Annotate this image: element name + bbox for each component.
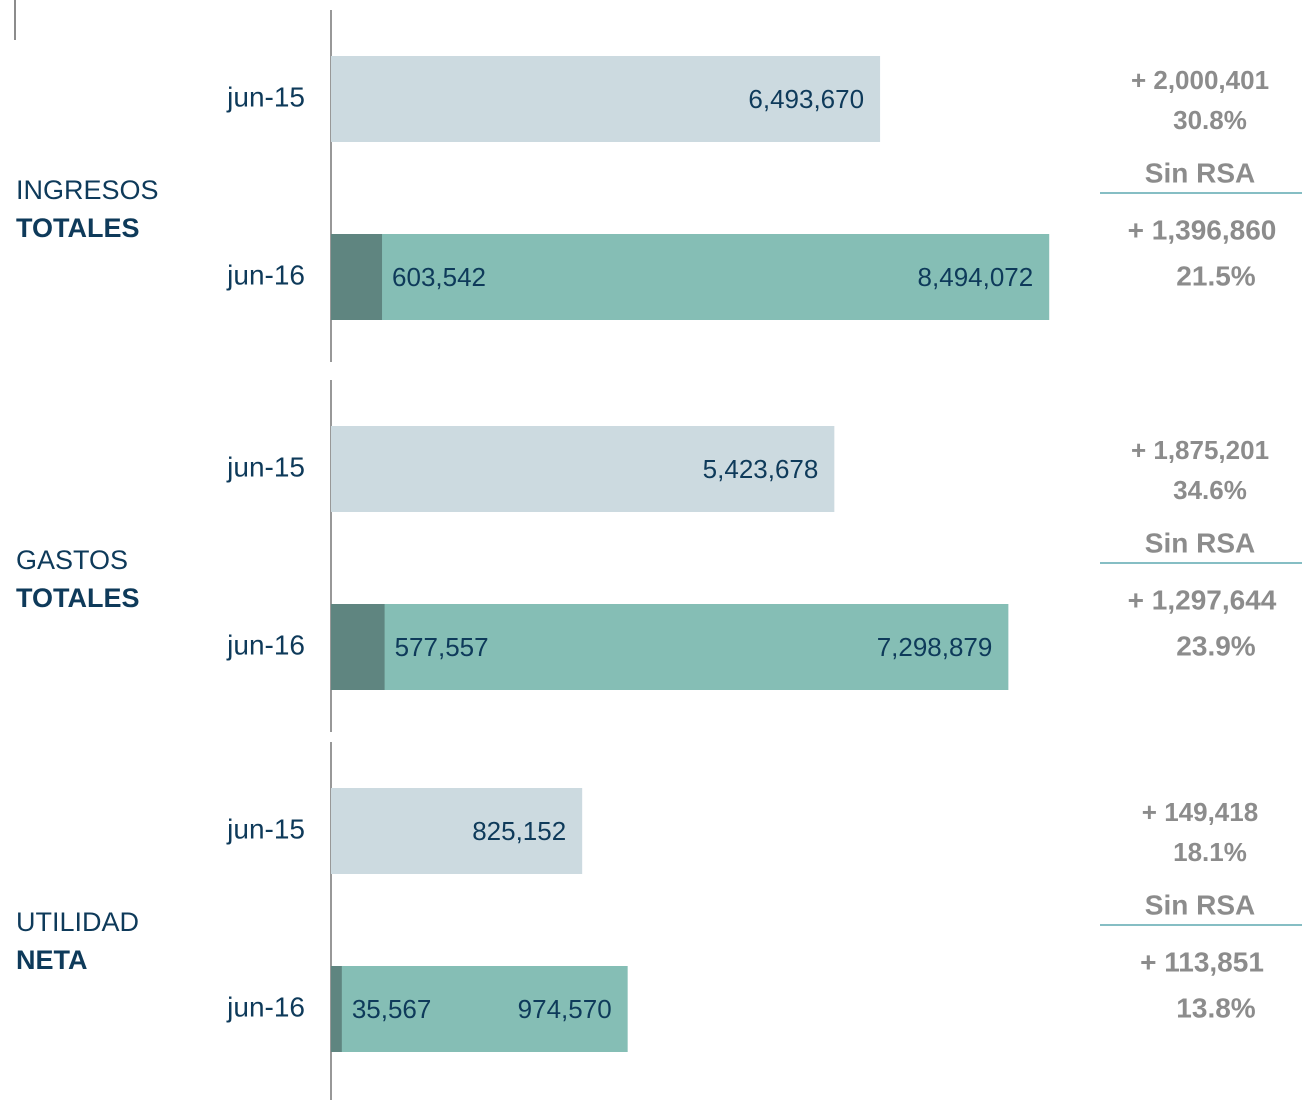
change: + 1,875,201 xyxy=(1131,435,1269,465)
group-title: GASTOS xyxy=(16,545,128,575)
bar xyxy=(331,426,835,512)
bar xyxy=(331,966,628,1052)
group-title: INGRESOS xyxy=(16,175,159,205)
sin-rsa-label: Sin RSA xyxy=(1145,157,1255,188)
group-title-bold: NETA xyxy=(16,945,88,975)
sin-rsa-label: Sin RSA xyxy=(1145,527,1255,558)
value-label: 7,298,879 xyxy=(877,632,993,662)
value-label: 6,493,670 xyxy=(748,84,864,114)
change-pct: 18.1% xyxy=(1173,837,1247,867)
value-label: 825,152 xyxy=(472,816,566,846)
category-label: jun-15 xyxy=(226,451,305,482)
change: + 2,000,401 xyxy=(1131,65,1269,95)
value-label: 8,494,072 xyxy=(918,262,1034,292)
rsa-value-label: 603,542 xyxy=(392,262,486,292)
change-sin-rsa: + 1,396,860 xyxy=(1128,214,1277,245)
rsa-bar xyxy=(331,234,383,320)
rsa-bar xyxy=(331,966,342,1052)
value-label: 974,570 xyxy=(518,994,612,1024)
change-sin-rsa-pct: 23.9% xyxy=(1176,630,1255,661)
sin-rsa-label: Sin RSA xyxy=(1145,889,1255,920)
value-label: 5,423,678 xyxy=(703,454,819,484)
rsa-bar xyxy=(331,604,385,690)
group-title-bold: TOTALES xyxy=(16,583,140,613)
rsa-value-label: 35,567 xyxy=(352,994,432,1024)
group-title: UTILIDAD xyxy=(16,907,139,937)
bar xyxy=(331,604,1009,690)
change-sin-rsa-pct: 21.5% xyxy=(1176,260,1255,291)
rsa-value-label: 577,557 xyxy=(395,632,489,662)
change-sin-rsa-pct: 13.8% xyxy=(1176,992,1255,1023)
category-label: jun-15 xyxy=(226,813,305,844)
category-label: jun-16 xyxy=(226,629,305,660)
bar xyxy=(331,234,1050,320)
change-pct: 30.8% xyxy=(1173,105,1247,135)
change-sin-rsa: + 113,851 xyxy=(1140,946,1264,977)
bar xyxy=(331,56,881,142)
bar xyxy=(331,788,583,874)
category-label: jun-15 xyxy=(226,81,305,112)
change-sin-rsa: + 1,297,644 xyxy=(1128,584,1277,615)
category-label: jun-16 xyxy=(226,259,305,290)
group-title-bold: TOTALES xyxy=(16,213,140,243)
category-label: jun-16 xyxy=(226,991,305,1022)
change: + 149,418 xyxy=(1142,797,1258,827)
change-pct: 34.6% xyxy=(1173,475,1247,505)
